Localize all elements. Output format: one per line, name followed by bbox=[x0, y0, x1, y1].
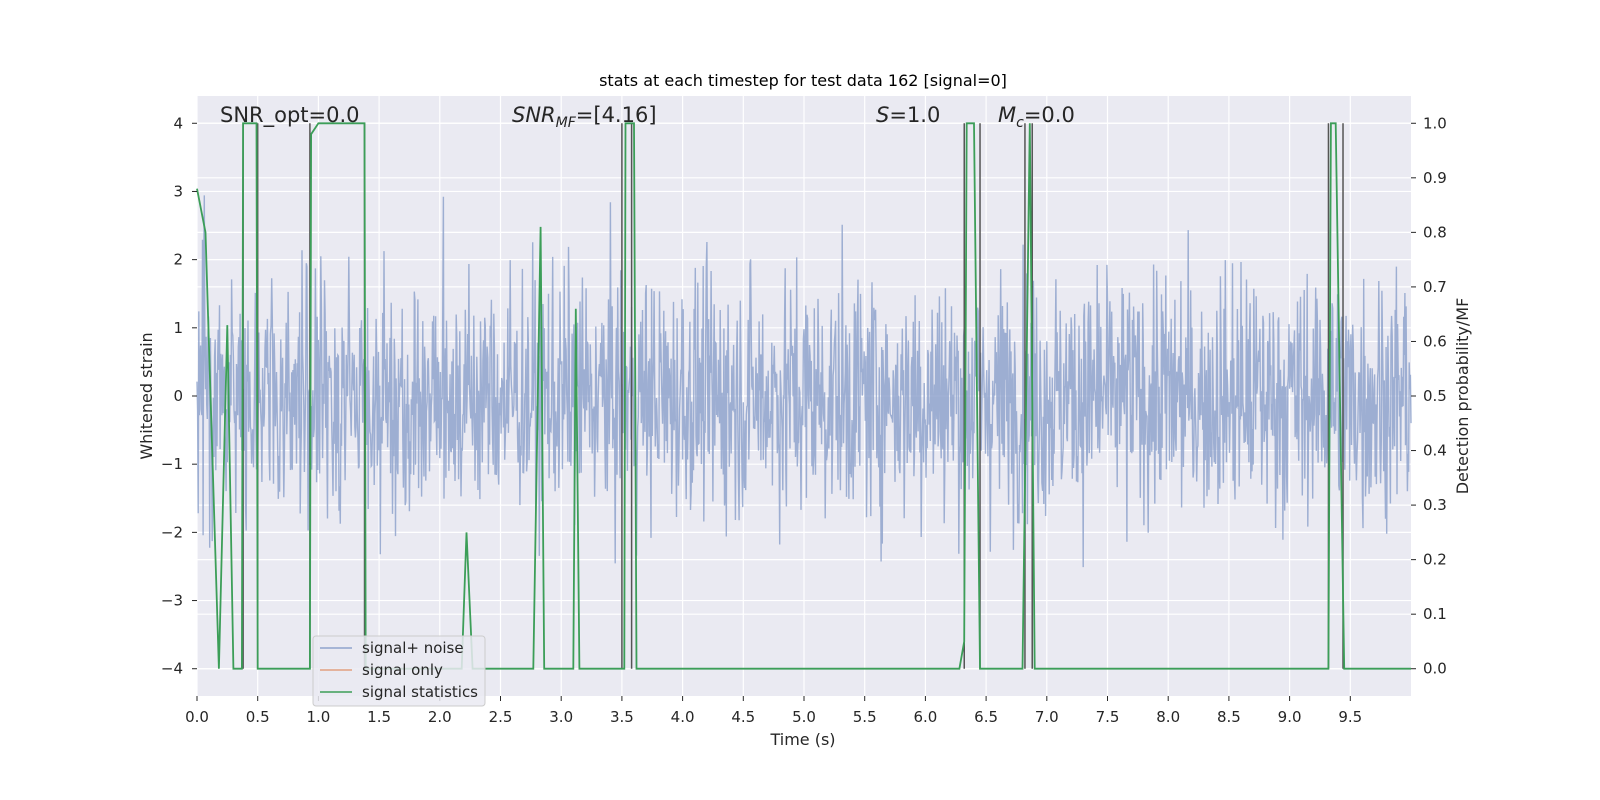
right-y-axis-ticks: 1.0 0.9 0.8 0.7 0.6 0.5 0.4 0.3 0.2 0.1 0.0 bbox=[1411, 114, 1447, 678]
y-right-tick-label: 0.9 bbox=[1423, 169, 1447, 187]
mc-subscript: c bbox=[1016, 115, 1024, 131]
signal-plus-noise-line bbox=[196, 195, 1412, 568]
y-right-tick-label: 0.6 bbox=[1423, 332, 1447, 350]
left-y-axis-ticks: 4 3 2 1 0 −1 −2 −3 −4 bbox=[161, 114, 197, 678]
snr-mf-subscript: MF bbox=[556, 115, 577, 131]
x-tick-label: 0.0 bbox=[185, 708, 209, 726]
s-symbol: S bbox=[876, 103, 889, 127]
x-tick-label: 5.5 bbox=[853, 708, 877, 726]
x-tick-label: 2.5 bbox=[489, 708, 513, 726]
mc-symbol: M bbox=[998, 103, 1016, 127]
right-y-axis-label: Detection probability/MF bbox=[1453, 298, 1472, 495]
series-signal-plus-noise bbox=[196, 195, 1412, 568]
x-tick-label: 1.0 bbox=[306, 708, 330, 726]
y-right-tick-label: 0.8 bbox=[1423, 223, 1447, 241]
y-right-tick-label: 0.2 bbox=[1423, 551, 1447, 569]
x-tick-label: 8.0 bbox=[1156, 708, 1180, 726]
y-left-tick-label: 1 bbox=[173, 319, 183, 337]
x-tick-label: 1.5 bbox=[367, 708, 391, 726]
x-tick-label: 7.0 bbox=[1035, 708, 1059, 726]
snr-mf-symbol: SNR bbox=[512, 103, 556, 127]
annotation-snr-mf: SNRMF=[4.16] bbox=[512, 103, 657, 131]
x-axis-label: Time (s) bbox=[769, 730, 835, 749]
y-left-tick-label: 0 bbox=[173, 387, 183, 405]
y-left-tick-label: 2 bbox=[173, 251, 183, 269]
x-tick-label: 8.5 bbox=[1217, 708, 1241, 726]
y-left-tick-label: −2 bbox=[161, 523, 183, 541]
y-right-tick-label: 0.0 bbox=[1423, 660, 1447, 678]
x-tick-label: 6.0 bbox=[913, 708, 937, 726]
annotation-s: S=1.0 bbox=[876, 103, 940, 127]
annotation-snr-opt: SNR_opt=0.0 bbox=[220, 103, 360, 128]
y-right-tick-label: 0.3 bbox=[1423, 496, 1447, 514]
legend-label-signal-plus-noise: signal+ noise bbox=[362, 639, 464, 657]
legend: signal+ noise signal only signal statist… bbox=[312, 635, 486, 707]
y-right-tick-label: 1.0 bbox=[1423, 114, 1447, 132]
x-axis-ticks: 0.0 0.5 1.0 1.5 2.0 2.5 3.0 3.5 4.0 4.5 5.0 5.5 6.0 6… bbox=[185, 696, 1362, 726]
snr-mf-value: =[4.16] bbox=[576, 103, 657, 127]
x-tick-label: 9.0 bbox=[1278, 708, 1302, 726]
legend-label-signal-statistics: signal statistics bbox=[362, 683, 478, 701]
left-y-axis-label: Whitened strain bbox=[137, 332, 156, 459]
x-tick-label: 4.0 bbox=[671, 708, 695, 726]
y-left-tick-label: −1 bbox=[161, 455, 183, 473]
x-tick-label: 7.5 bbox=[1096, 708, 1120, 726]
s-value: =1.0 bbox=[889, 103, 940, 127]
chart-title: stats at each timestep for test data 162… bbox=[599, 71, 1007, 90]
y-right-tick-label: 0.5 bbox=[1423, 387, 1447, 405]
y-left-tick-label: 3 bbox=[173, 182, 183, 200]
series-signal-statistics bbox=[196, 122, 1411, 670]
y-right-tick-label: 0.4 bbox=[1423, 442, 1447, 460]
y-left-tick-label: −4 bbox=[161, 660, 183, 678]
annotation-mc: Mc=0.0 bbox=[998, 103, 1075, 131]
y-left-tick-label: 4 bbox=[173, 114, 183, 132]
y-left-tick-label: −3 bbox=[161, 592, 183, 610]
legend-box bbox=[312, 635, 486, 707]
mc-value: =0.0 bbox=[1024, 103, 1075, 127]
x-tick-label: 2.0 bbox=[428, 708, 452, 726]
x-tick-label: 4.5 bbox=[731, 708, 755, 726]
y-right-tick-label: 0.7 bbox=[1423, 278, 1447, 296]
x-tick-label: 0.5 bbox=[246, 708, 270, 726]
x-tick-label: 3.5 bbox=[610, 708, 634, 726]
x-tick-label: 6.5 bbox=[974, 708, 998, 726]
x-tick-label: 5.0 bbox=[792, 708, 816, 726]
x-tick-label: 9.5 bbox=[1338, 708, 1362, 726]
legend-label-signal-only: signal only bbox=[362, 661, 443, 679]
y-right-tick-label: 0.1 bbox=[1423, 605, 1447, 623]
x-tick-label: 3.0 bbox=[549, 708, 573, 726]
signal-statistics-line bbox=[196, 122, 1411, 670]
